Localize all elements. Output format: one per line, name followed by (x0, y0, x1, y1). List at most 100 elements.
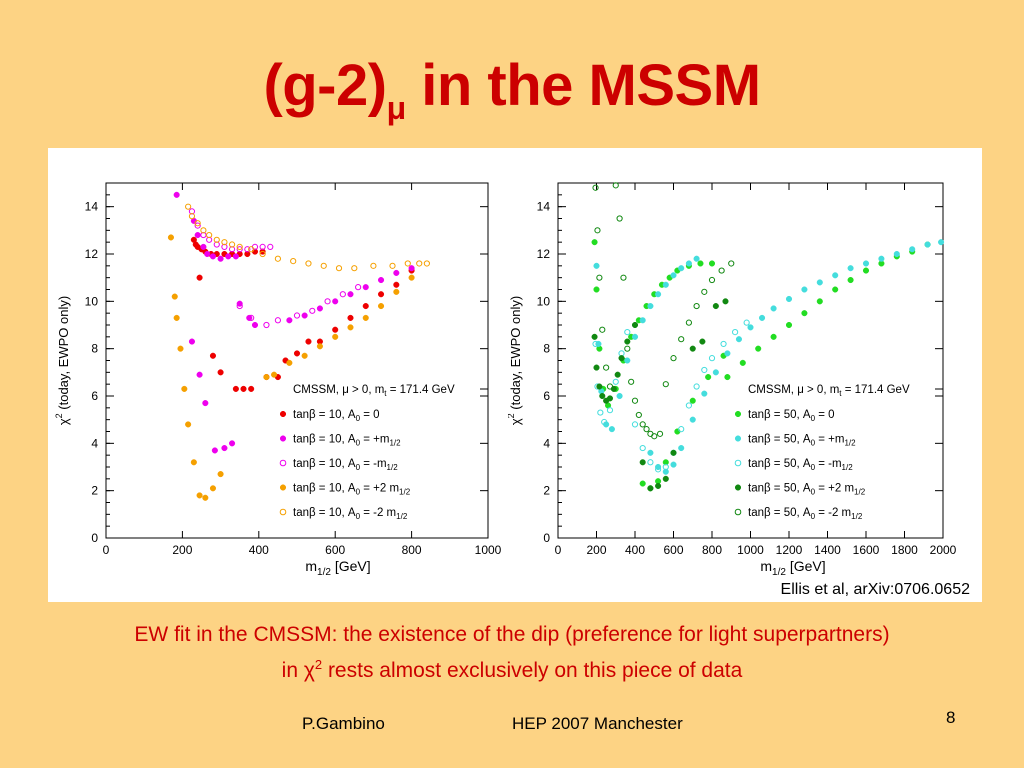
data-point (647, 485, 654, 492)
legend-marker (279, 484, 287, 491)
data-point (196, 371, 203, 378)
data-point (592, 340, 599, 348)
data-point (847, 276, 854, 284)
data-point (693, 255, 700, 262)
data-point (785, 295, 793, 303)
data-point (685, 402, 692, 409)
data-point (377, 303, 385, 310)
data-point (631, 421, 639, 428)
data-point (274, 255, 281, 262)
data-point (722, 298, 729, 305)
data-point (293, 312, 301, 319)
data-point (593, 364, 600, 371)
data-point (209, 485, 217, 492)
y-tick-label: 4 (543, 436, 550, 450)
data-point (209, 352, 217, 359)
data-point (938, 239, 945, 246)
data-point (601, 418, 608, 426)
data-point (670, 272, 677, 279)
data-point (593, 262, 600, 269)
data-point (639, 317, 646, 324)
data-point (759, 314, 766, 321)
data-point (209, 253, 217, 260)
data-point (190, 459, 197, 466)
legend-marker (734, 435, 742, 442)
y-tick-label: 2 (543, 484, 550, 498)
data-point (878, 255, 885, 262)
data-point (229, 440, 236, 447)
y-tick-label: 8 (91, 342, 98, 356)
data-point (599, 392, 606, 400)
data-point (404, 260, 411, 267)
legend-marker (734, 508, 742, 516)
title-subscript: μ (386, 90, 407, 126)
data-point (862, 267, 870, 274)
x-tick-label: 2000 (930, 543, 957, 557)
data-point (701, 390, 708, 397)
data-point (712, 303, 719, 310)
legend-entry: tanβ = 10, A0 = +m1/2 (293, 434, 401, 448)
x-tick-label: 400 (249, 543, 269, 557)
data-point (816, 298, 823, 305)
data-point (597, 409, 604, 416)
data-point (301, 312, 308, 319)
data-point (301, 352, 308, 359)
data-point (662, 463, 669, 471)
y-tick-label: 6 (91, 389, 98, 403)
data-point (678, 336, 685, 343)
legend-entry: tanβ = 10, A0 = +2 m1/2 (293, 483, 411, 497)
data-point (847, 265, 854, 272)
citation-credit: Ellis et al, arXiv:0706.0652 (780, 581, 970, 599)
data-point (355, 284, 362, 291)
data-point (685, 319, 692, 326)
data-point (185, 421, 192, 428)
slide-caption: EW fit in the CMSSM: the existence of th… (0, 620, 1024, 686)
data-point (217, 255, 224, 262)
data-point (701, 366, 708, 374)
data-point (662, 459, 669, 466)
data-point (240, 385, 247, 392)
data-point (316, 343, 323, 350)
data-point (639, 444, 646, 452)
data-point (743, 319, 750, 326)
data-point (670, 355, 677, 362)
y-tick-label: 10 (537, 294, 551, 308)
legend-marker (279, 508, 287, 516)
legend-marker (279, 410, 287, 418)
data-point (259, 250, 266, 258)
x-axis-label: m1/2 [GeV] (305, 558, 370, 578)
data-point (670, 461, 677, 468)
data-point (221, 239, 228, 246)
data-point (362, 303, 369, 310)
data-point (332, 333, 339, 340)
data-point (720, 340, 727, 348)
data-point (423, 260, 430, 267)
data-point (316, 305, 323, 312)
legend-entry: tanβ = 50, A0 = +m1/2 (748, 434, 856, 448)
series-4 (592, 182, 735, 440)
legend-title: CMSSM, μ > 0, mt = 171.4 GeV (748, 384, 910, 398)
data-point (624, 357, 631, 364)
data-point (770, 305, 777, 312)
data-point (591, 333, 598, 340)
data-point (728, 260, 735, 267)
data-point (271, 371, 278, 378)
data-point (893, 250, 900, 258)
data-point (662, 468, 669, 475)
page-number: 8 (946, 708, 956, 727)
data-point (801, 310, 808, 317)
x-tick-label: 1400 (814, 543, 841, 557)
slide-title: (g-2)μ in the MSSM (0, 52, 1024, 127)
data-point (185, 203, 192, 210)
caption-line-2-sup: 2 (314, 657, 323, 672)
data-point (171, 293, 178, 300)
legend-entry: tanβ = 10, A0 = 0 (293, 409, 380, 423)
data-point (724, 350, 731, 357)
chart-right: 0 200 400 600 800 1000 1200 1400 1600 1800 2000 0 2 4… (508, 182, 957, 578)
data-point (647, 459, 654, 466)
data-point (697, 260, 704, 267)
data-point (693, 302, 700, 310)
caption-line-2: in χ2 rests almost exclusively on this p… (0, 650, 1024, 686)
data-point (305, 260, 312, 267)
y-tick-label: 2 (91, 484, 98, 498)
